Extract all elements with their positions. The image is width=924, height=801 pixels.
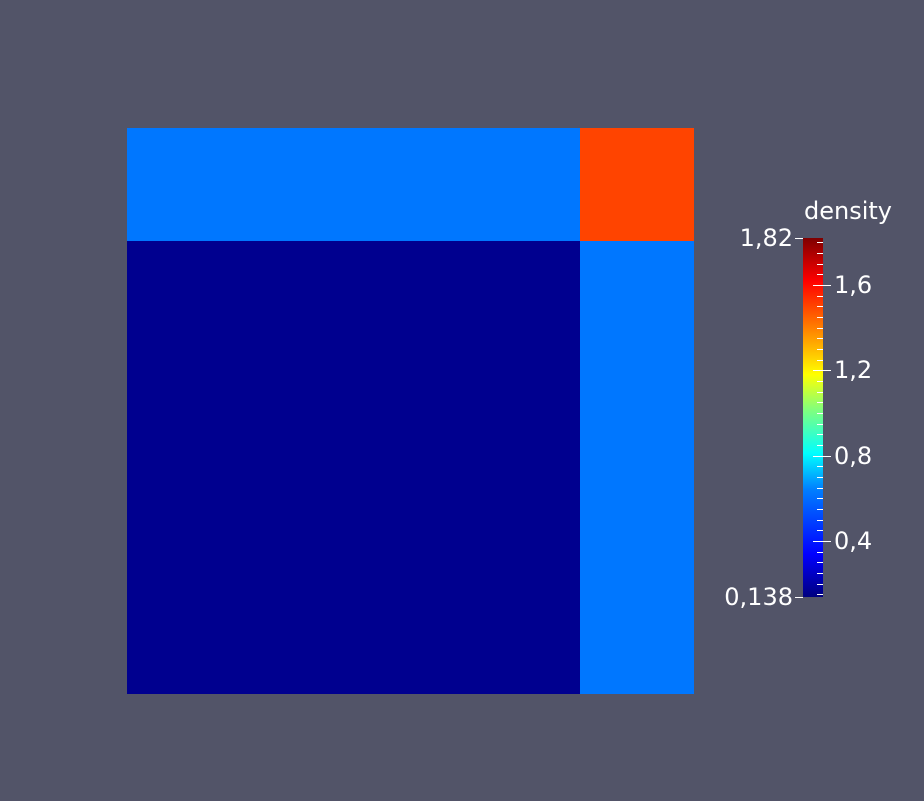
region-top-right [580,128,694,241]
colorbar-tick-label: 1,6 [834,270,873,299]
colorbar-tick-label: 0,4 [834,527,873,556]
density-field[interactable] [127,128,694,694]
colorbar-min-label: 0,138 [724,583,793,611]
region-bottom-right [580,241,694,694]
region-top-left [127,128,580,241]
colorbar-gradient [803,238,823,597]
region-bottom-left [127,241,580,694]
colorbar-title: density [804,197,892,225]
colorbar-tick-label: 1,2 [834,356,873,385]
colorbar-max-label: 1,82 [739,224,793,252]
colorbar-tick-label: 0,8 [834,441,873,470]
